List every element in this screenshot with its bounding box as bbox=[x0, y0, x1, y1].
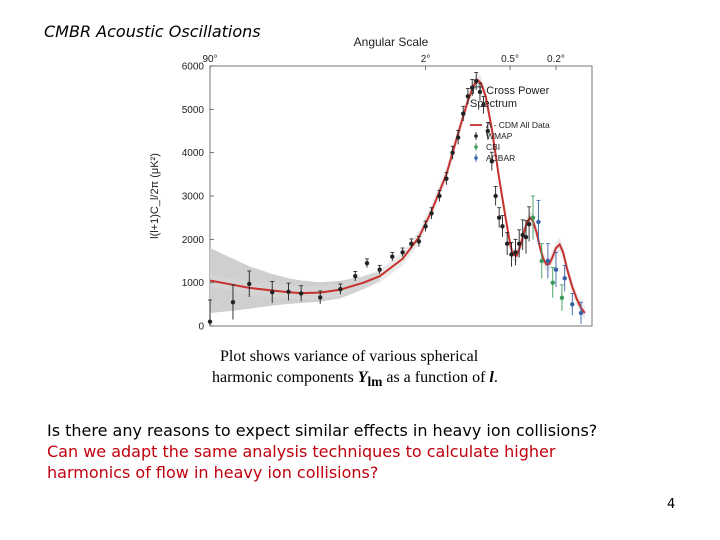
wmap-point bbox=[481, 102, 486, 108]
wmap-point bbox=[489, 159, 495, 164]
wmap-point bbox=[516, 241, 522, 246]
slide-title: CMBR Acoustic Oscillations bbox=[44, 22, 261, 41]
wmap-point bbox=[470, 85, 475, 90]
wmap-point bbox=[377, 267, 382, 272]
wmap-point bbox=[450, 150, 455, 155]
wmap-point bbox=[270, 290, 275, 295]
legend-label: CBI bbox=[486, 142, 500, 152]
model-curve bbox=[209, 73, 586, 320]
acbar-point bbox=[578, 310, 584, 316]
cmb-power-spectrum-chart: 0 1000 2000 3000 4000 5000 6000 l(l+1)C_l/2π (μ… bbox=[149, 35, 593, 333]
wmap-point bbox=[477, 89, 483, 95]
legend-label: Λ - CDM All Data bbox=[486, 120, 550, 130]
wmap-point bbox=[526, 221, 532, 227]
wmap-point bbox=[423, 224, 428, 229]
wmap-point bbox=[230, 299, 236, 305]
legend-title: Spectrum bbox=[470, 98, 517, 110]
y-tick-label: 1000 bbox=[182, 278, 205, 289]
wmap-point bbox=[485, 128, 490, 134]
acbar-point bbox=[545, 258, 551, 264]
top-tick-label: 90° bbox=[202, 54, 217, 65]
wmap-point bbox=[474, 78, 479, 84]
acbar-point bbox=[553, 267, 559, 272]
legend-swatch-point bbox=[474, 156, 478, 160]
page-number: 4 bbox=[667, 497, 676, 512]
caption-subscript: lm bbox=[367, 374, 383, 390]
wmap-point bbox=[509, 252, 514, 257]
wmap-point bbox=[390, 254, 395, 259]
wmap-point bbox=[286, 289, 291, 294]
data-points bbox=[207, 72, 584, 326]
slide-body: Is there any reasons to expect similar e… bbox=[47, 420, 607, 483]
wmap-point bbox=[409, 241, 414, 246]
y-tick-label: 3000 bbox=[182, 192, 205, 203]
wmap-point bbox=[513, 250, 518, 255]
cbi-point bbox=[550, 280, 555, 285]
question-1: Is there any reasons to expect similar e… bbox=[47, 421, 598, 440]
wmap-point bbox=[465, 94, 471, 99]
variance-band-area bbox=[210, 248, 380, 313]
y-tick-label: 0 bbox=[198, 322, 204, 333]
caption-suffix: . bbox=[493, 369, 498, 386]
cbi-point bbox=[539, 258, 544, 264]
model-line bbox=[209, 78, 586, 314]
wmap-point bbox=[338, 286, 343, 292]
axes: 0 1000 2000 3000 4000 5000 6000 l(l+1)C_l/2π (μ… bbox=[149, 35, 565, 333]
top-axis-title: Angular Scale bbox=[354, 35, 429, 49]
wmap-point bbox=[416, 239, 422, 244]
y-axis-label: l(l+1)C_l/2π (μK²) bbox=[149, 153, 161, 239]
wmap-point bbox=[496, 215, 502, 220]
caption-prefix: harmonic components bbox=[212, 369, 358, 386]
acbar-point bbox=[570, 302, 575, 307]
caption-variable: l bbox=[489, 369, 494, 386]
wmap-point bbox=[520, 232, 525, 238]
cosmic-variance-band bbox=[210, 248, 380, 313]
caption-line-1: Plot shows variance of various spherical bbox=[220, 348, 479, 365]
acbar-point bbox=[562, 276, 567, 281]
top-tick-label: 2° bbox=[421, 54, 431, 65]
wmap-point bbox=[318, 295, 323, 300]
wmap-point bbox=[207, 319, 213, 324]
wmap-point bbox=[400, 250, 405, 255]
wmap-point bbox=[523, 234, 529, 240]
y-tick-label: 4000 bbox=[182, 148, 205, 159]
caption-mid: as a function of bbox=[382, 369, 490, 386]
wmap-point bbox=[364, 260, 370, 266]
wmap-point bbox=[493, 193, 498, 199]
wmap-point bbox=[500, 224, 505, 229]
caption-symbol: Ylm bbox=[357, 369, 383, 390]
legend-swatch-point bbox=[474, 145, 478, 149]
y-tick-label: 2000 bbox=[182, 235, 205, 246]
y-tick-label: 6000 bbox=[182, 62, 205, 73]
legend-swatch-point bbox=[474, 134, 478, 138]
question-2: Can we adapt the same analysis technique… bbox=[47, 442, 556, 482]
cbi-point bbox=[530, 215, 536, 220]
wmap-point bbox=[444, 176, 449, 181]
chart-caption: Plot shows variance of various spherical… bbox=[212, 346, 498, 392]
cbi-point bbox=[559, 295, 565, 301]
acbar-point bbox=[536, 219, 541, 225]
wmap-point bbox=[298, 291, 304, 296]
wmap-point bbox=[504, 241, 510, 246]
y-tick-label: 5000 bbox=[182, 105, 205, 116]
wmap-point bbox=[429, 211, 434, 216]
legend-label: ACBAR bbox=[486, 153, 515, 163]
legend-title: TT Cross Power bbox=[470, 85, 550, 97]
wmap-point bbox=[353, 273, 358, 279]
top-tick-label: 0.5° bbox=[501, 54, 519, 65]
wmap-point bbox=[437, 193, 442, 199]
top-tick-label: 0.2° bbox=[547, 54, 565, 65]
wmap-point bbox=[455, 135, 461, 140]
caption-line-2: harmonic components Ylm as a function of… bbox=[212, 367, 498, 392]
wmap-point bbox=[247, 281, 252, 287]
wmap-point bbox=[461, 111, 466, 116]
caption-symbol-letter: Y bbox=[357, 369, 368, 386]
legend-label: WMAP bbox=[486, 131, 513, 141]
